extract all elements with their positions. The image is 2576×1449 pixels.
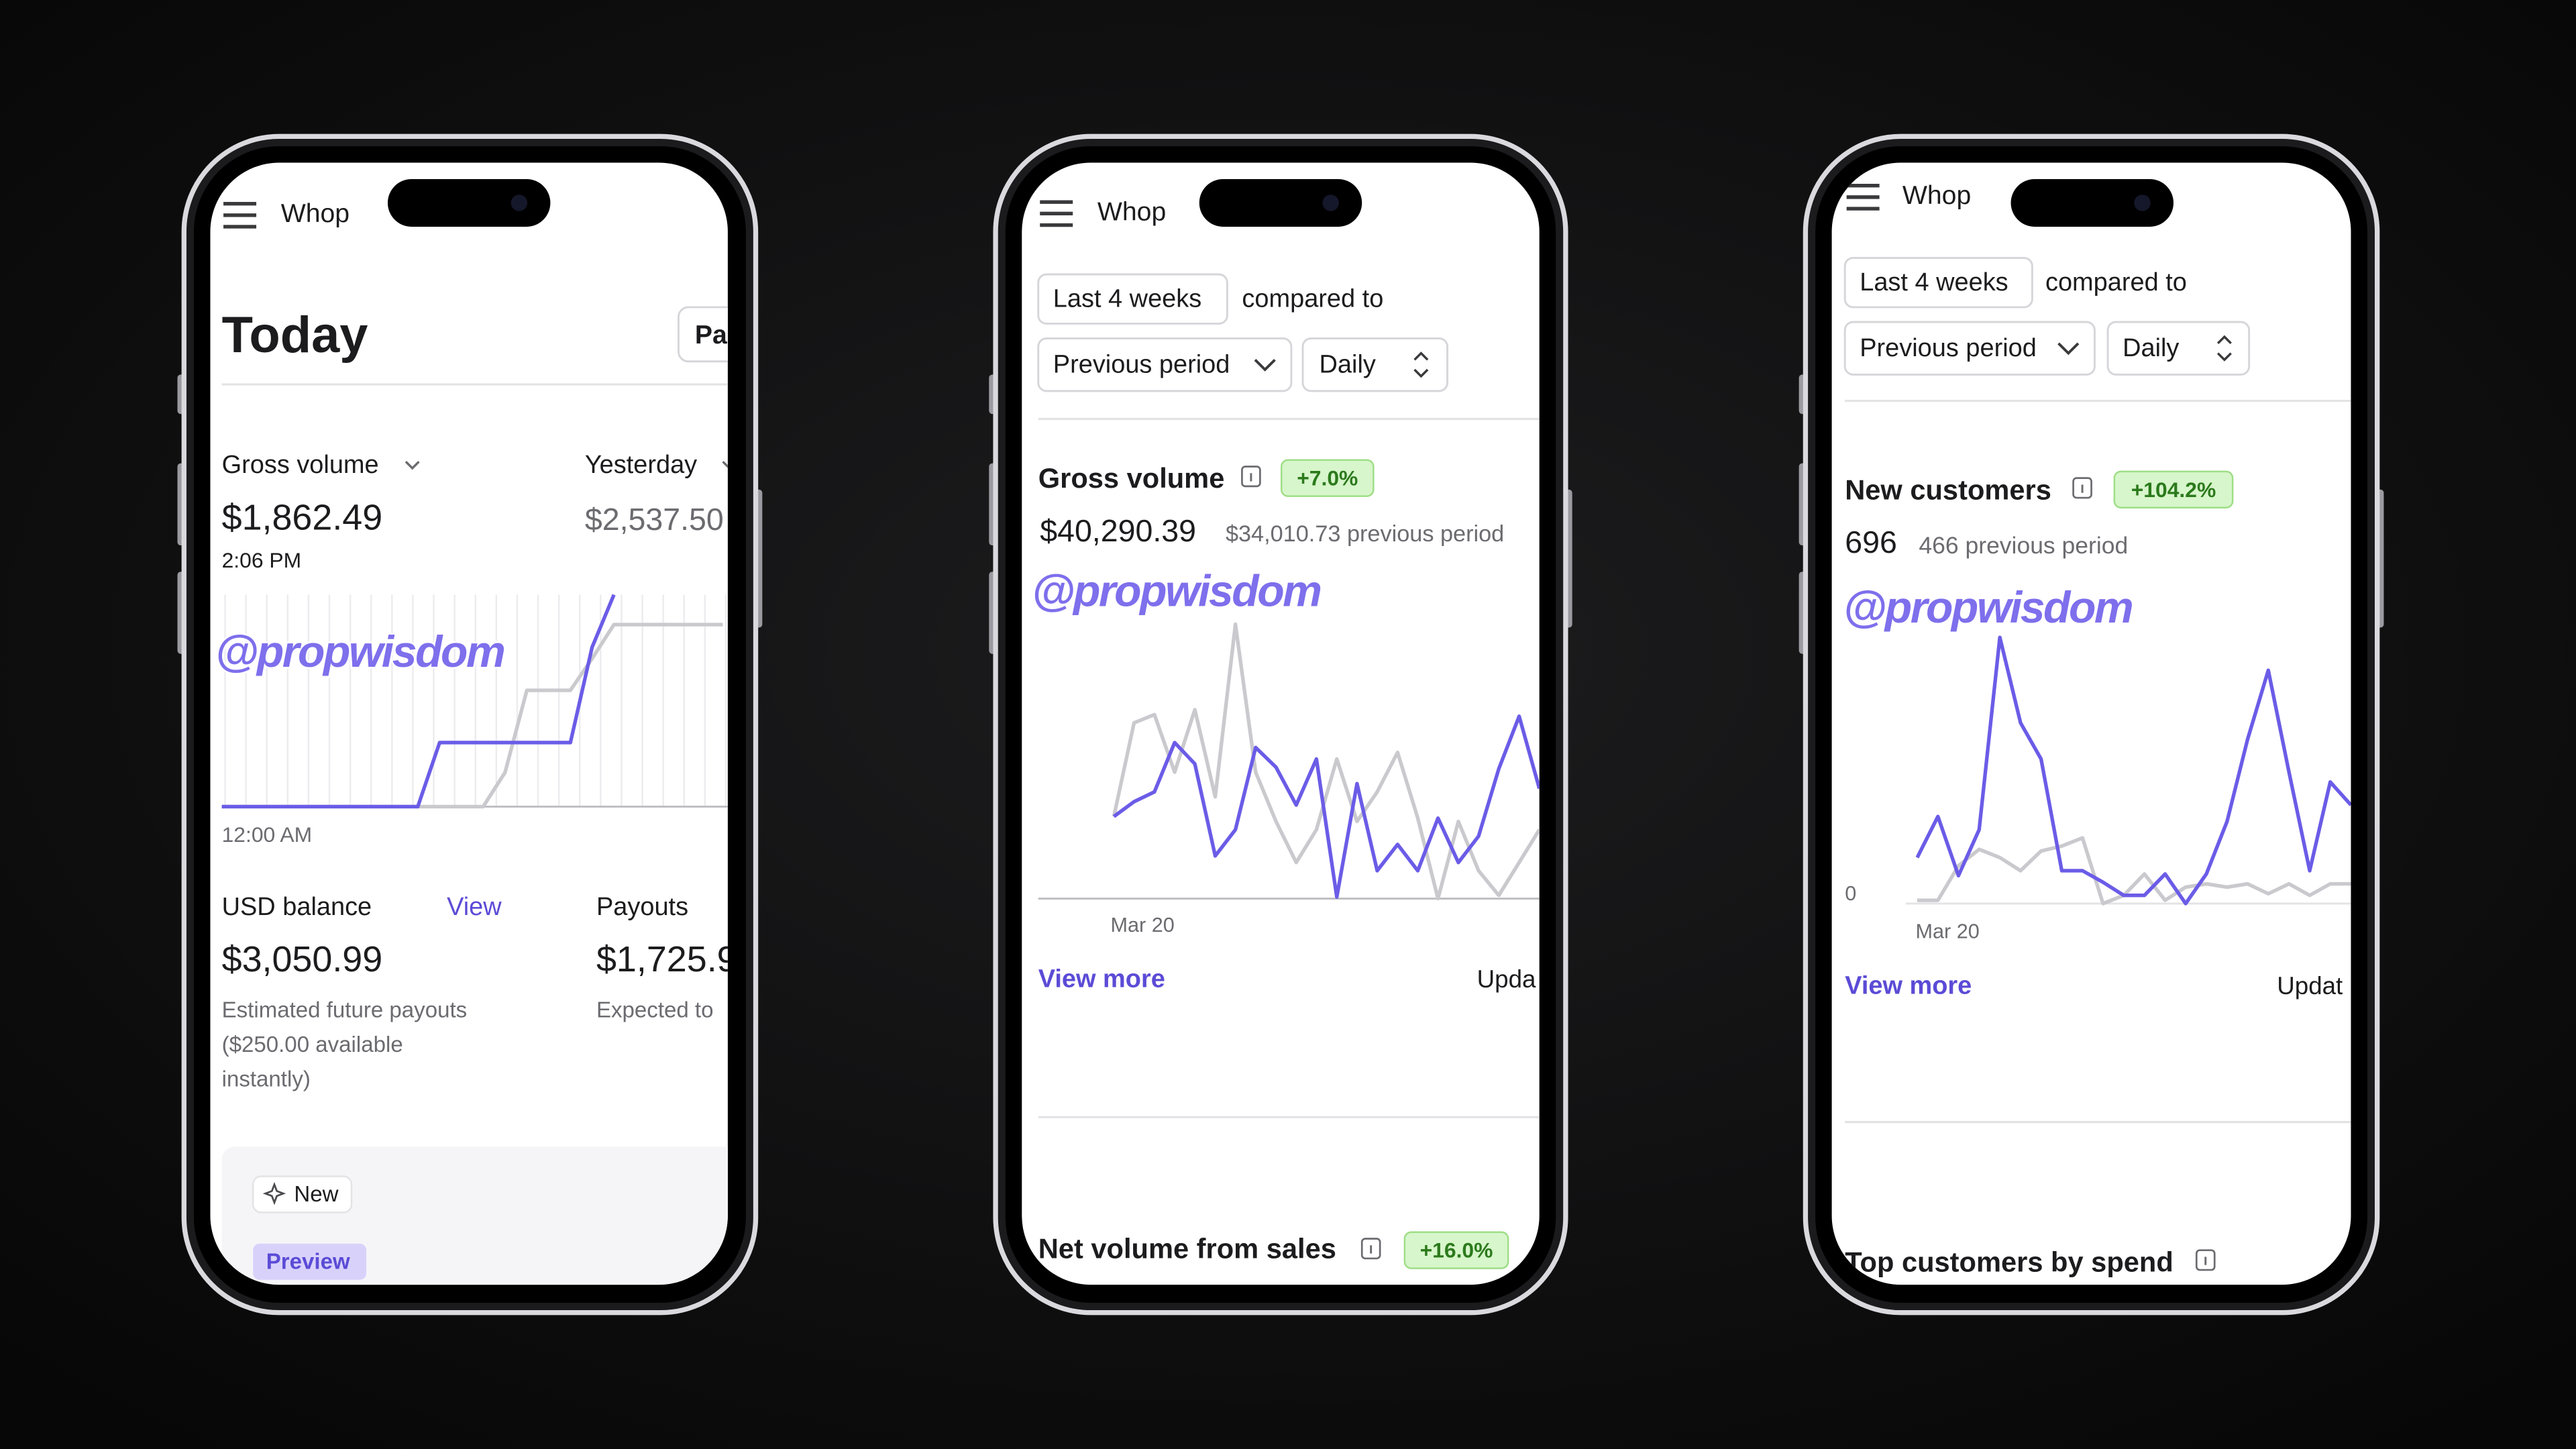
new-badge — [252, 1175, 353, 1214]
stepper-icon — [1413, 352, 1429, 378]
preview-badge — [253, 1243, 367, 1280]
range-button[interactable] — [1037, 273, 1228, 325]
metric-title: Top customers by spend — [1845, 1246, 2174, 1277]
y-tick-label: 0 — [1845, 882, 1856, 905]
data-line — [1112, 714, 1540, 899]
chart — [1112, 622, 1540, 901]
comparison-label: Previous period — [1860, 334, 2037, 362]
chevron — [2057, 342, 2080, 356]
range-button[interactable] — [1843, 257, 2033, 309]
phone-frames — [177, 133, 2384, 1316]
interval-dropdown[interactable] — [2106, 321, 2251, 376]
comparison-label: Previous period — [1053, 351, 1230, 379]
app-name: Whop — [1902, 181, 1971, 210]
info-icon[interactable] — [1360, 1238, 1381, 1260]
watermark: @propwisdom — [1843, 583, 2133, 633]
metric-value: $1,862.49 — [222, 497, 383, 537]
data-line — [1915, 635, 2351, 906]
stepper-icon — [2216, 335, 2232, 362]
phone-screen: Whop Last 4 weeks compared to Previous p… — [1030, 197, 1540, 1269]
payouts-label: Payouts — [596, 893, 688, 921]
comparison-dropdown[interactable] — [1843, 321, 2096, 376]
compared-label: compared to — [1242, 285, 1383, 313]
menu-icon[interactable] — [1040, 200, 1073, 227]
payouts-value: $1,725.9 — [596, 939, 737, 979]
comparison-dropdown[interactable] — [1037, 337, 1293, 392]
change-badge — [1280, 459, 1375, 497]
metric-title: Gross volume — [1038, 462, 1225, 494]
watermark: @propwisdom — [1032, 567, 1321, 616]
sparkle-icon — [262, 1181, 286, 1205]
chart — [221, 594, 723, 809]
metric-title: Net volume from sales — [1038, 1233, 1336, 1265]
change-label: +7.0% — [1297, 466, 1358, 490]
metric-value: 696 — [1845, 525, 1897, 559]
watermark: @propwisdom — [215, 627, 504, 677]
axis-label: Mar 20 — [1916, 920, 1980, 943]
axis-label: 12:00 AM — [222, 822, 312, 847]
balance-note: instantly) — [222, 1067, 311, 1091]
balance-note: Estimated future payouts — [222, 998, 468, 1023]
previous-value: 466 previous period — [1919, 532, 2128, 559]
change-label: +104.2% — [2131, 478, 2216, 502]
view-more-link[interactable]: View more — [1038, 965, 1165, 994]
change-label: +16.0% — [1420, 1238, 1493, 1263]
page-title: Today — [222, 307, 368, 364]
tab-button[interactable] — [677, 306, 752, 363]
info-icon[interactable] — [2072, 477, 2092, 499]
tab-label: Pa — [695, 321, 728, 350]
metric-value: $40,290.39 — [1040, 513, 1196, 548]
dynamic-islands — [387, 178, 2174, 227]
payouts-note: Expected to — [596, 998, 714, 1023]
compare-selector[interactable]: Yesterday — [585, 451, 697, 479]
balance-label: USD balance — [222, 893, 372, 921]
range-label: Last 4 weeks — [1860, 268, 2008, 297]
data-line — [1112, 622, 1540, 901]
metric-selector[interactable]: Gross volume — [222, 451, 379, 479]
menu-icon[interactable] — [1846, 184, 1880, 211]
data-line — [1917, 836, 2351, 906]
view-link[interactable]: View — [447, 893, 502, 921]
change-badge — [1403, 1231, 1509, 1269]
preview-badge-label: Preview — [266, 1249, 350, 1274]
phone-screen: Whop Today Pa Gross volume Yesterday $1,… — [213, 199, 752, 1285]
range-label: Last 4 weeks — [1053, 285, 1201, 313]
chevron — [405, 460, 420, 470]
interval-dropdown[interactable] — [1301, 337, 1449, 392]
view-more-link[interactable]: View more — [1845, 971, 1972, 1000]
interval-label: Daily — [1320, 351, 1376, 379]
new-badge-label: New — [294, 1182, 338, 1207]
compared-label: compared to — [2045, 268, 2187, 297]
updated-label: Updat — [2277, 972, 2343, 1000]
change-badge — [2113, 470, 2234, 508]
axis-label: Mar 20 — [1111, 914, 1175, 936]
metric-title: New customers — [1845, 474, 2051, 505]
menu-icon[interactable] — [223, 201, 257, 229]
updated-label: Upda — [1477, 965, 1536, 993]
compare-value: $2,537.50 — [585, 502, 724, 537]
app-name: Whop — [281, 199, 350, 228]
chart-grid — [224, 594, 727, 807]
phone-screen: Whop Last 4 weeks compared to Previous p… — [1841, 181, 2351, 1277]
balance-value: $3,050.99 — [222, 939, 383, 979]
interval-label: Daily — [2123, 334, 2179, 362]
chevron — [722, 460, 728, 470]
timestamp: 2:06 PM — [222, 548, 302, 572]
chevron — [1254, 358, 1276, 372]
previous-value: $34,010.73 previous period — [1226, 521, 1504, 547]
info-icon[interactable] — [2195, 1249, 2216, 1271]
chart: 0 — [1845, 635, 2351, 906]
info-icon[interactable] — [1241, 466, 1261, 488]
data-line — [221, 594, 616, 809]
app-name: Whop — [1097, 197, 1166, 226]
balance-note: ($250.00 available — [222, 1032, 403, 1057]
